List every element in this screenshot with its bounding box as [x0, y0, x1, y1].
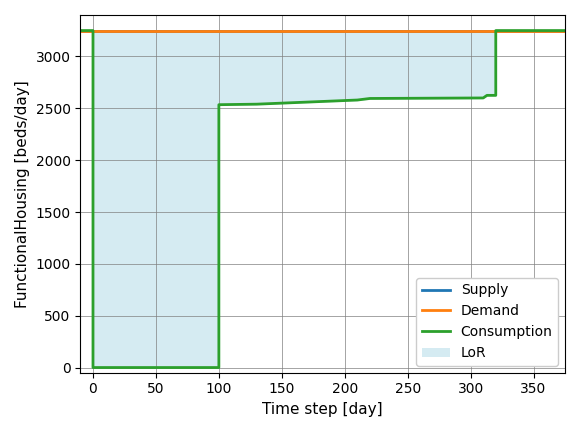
Consumption [354, 98, 361, 103]
Consumption [484, 93, 491, 98]
Consumption [278, 101, 285, 106]
Consumption [561, 28, 568, 33]
Consumption [492, 28, 499, 33]
Line: Consumption: Consumption [81, 31, 565, 368]
Consumption [215, 102, 222, 107]
Consumption [89, 365, 96, 370]
X-axis label: Time step [day]: Time step [day] [262, 402, 383, 417]
Legend: Supply, Demand, Consumption, LoR: Supply, Demand, Consumption, LoR [416, 278, 558, 366]
Consumption [215, 365, 222, 370]
Consumption [480, 95, 487, 101]
Consumption [492, 93, 499, 98]
Consumption [367, 96, 374, 101]
Consumption [77, 28, 84, 33]
Consumption [89, 28, 96, 33]
Y-axis label: FunctionalHousing [beds/day]: FunctionalHousing [beds/day] [15, 80, 30, 308]
Consumption [253, 102, 260, 107]
